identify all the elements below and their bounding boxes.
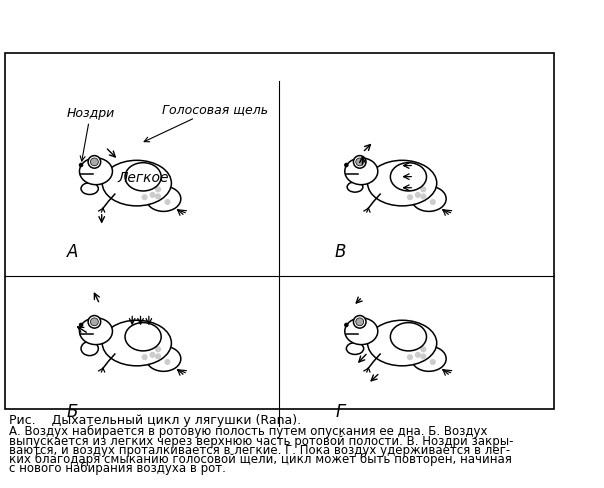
Ellipse shape [125, 163, 161, 192]
Circle shape [165, 200, 170, 205]
Ellipse shape [125, 323, 161, 351]
Circle shape [88, 156, 101, 169]
Text: А: А [66, 242, 78, 260]
Ellipse shape [102, 321, 172, 366]
Circle shape [156, 347, 161, 352]
Text: Б: Б [66, 403, 78, 421]
Ellipse shape [368, 321, 437, 366]
Circle shape [80, 164, 83, 167]
Circle shape [80, 324, 83, 327]
Ellipse shape [390, 163, 426, 192]
Circle shape [408, 196, 413, 200]
Text: В: В [335, 242, 346, 260]
Ellipse shape [81, 342, 98, 356]
Circle shape [421, 347, 426, 352]
Ellipse shape [390, 323, 426, 351]
Circle shape [345, 324, 348, 327]
Bar [5, 54, 554, 409]
Ellipse shape [146, 187, 181, 212]
Text: Рис.    Дыхательный цикл у лягушки (Rana).: Рис. Дыхательный цикл у лягушки (Rana). [9, 413, 301, 427]
Circle shape [431, 360, 435, 365]
Circle shape [353, 316, 366, 328]
Circle shape [156, 195, 161, 200]
Text: ких благодаря смыканию голосовой щели, цикл может быть повторен, начиная: ких благодаря смыканию голосовой щели, ц… [9, 452, 512, 465]
Text: Легкое: Легкое [117, 170, 169, 184]
Ellipse shape [411, 346, 446, 371]
Text: ваются, и воздух проталкивается в легкие. Г. Пока воздух удерживается в лег-: ваются, и воздух проталкивается в легкие… [9, 443, 510, 456]
Ellipse shape [80, 318, 112, 345]
Circle shape [416, 193, 420, 198]
Circle shape [150, 353, 155, 357]
Ellipse shape [81, 183, 98, 195]
Circle shape [431, 200, 435, 205]
Text: Ноздри: Ноздри [66, 106, 115, 162]
Circle shape [156, 188, 161, 192]
Circle shape [91, 159, 98, 166]
Text: А. Воздух набирается в ротовую полость путем опускания ее дна. Б. Воздух: А. Воздух набирается в ротовую полость п… [9, 425, 488, 438]
Text: выпускается из легких через верхнюю часть ротовой полости. В. Ноздри закры-: выпускается из легких через верхнюю част… [9, 434, 514, 447]
Ellipse shape [102, 161, 172, 206]
Circle shape [356, 318, 364, 326]
Circle shape [88, 316, 101, 328]
Circle shape [421, 195, 426, 200]
Circle shape [91, 318, 98, 326]
Text: с нового набирания воздуха в рот.: с нового набирания воздуха в рот. [9, 462, 226, 474]
Ellipse shape [368, 161, 437, 206]
Ellipse shape [411, 187, 446, 212]
Ellipse shape [347, 183, 363, 193]
Circle shape [353, 156, 366, 169]
Circle shape [421, 354, 426, 359]
Circle shape [143, 196, 147, 200]
Circle shape [408, 355, 413, 360]
Ellipse shape [80, 159, 112, 185]
Ellipse shape [345, 159, 378, 185]
Circle shape [165, 360, 170, 365]
Text: Г: Г [336, 403, 345, 421]
Text: Голосовая щель: Голосовая щель [144, 102, 268, 142]
Circle shape [156, 354, 161, 359]
Circle shape [421, 188, 426, 192]
Circle shape [416, 353, 420, 357]
Ellipse shape [146, 346, 181, 371]
Circle shape [150, 193, 155, 198]
Circle shape [143, 355, 147, 360]
Circle shape [345, 164, 348, 167]
Circle shape [356, 159, 364, 166]
Ellipse shape [345, 318, 378, 345]
Ellipse shape [346, 343, 364, 355]
